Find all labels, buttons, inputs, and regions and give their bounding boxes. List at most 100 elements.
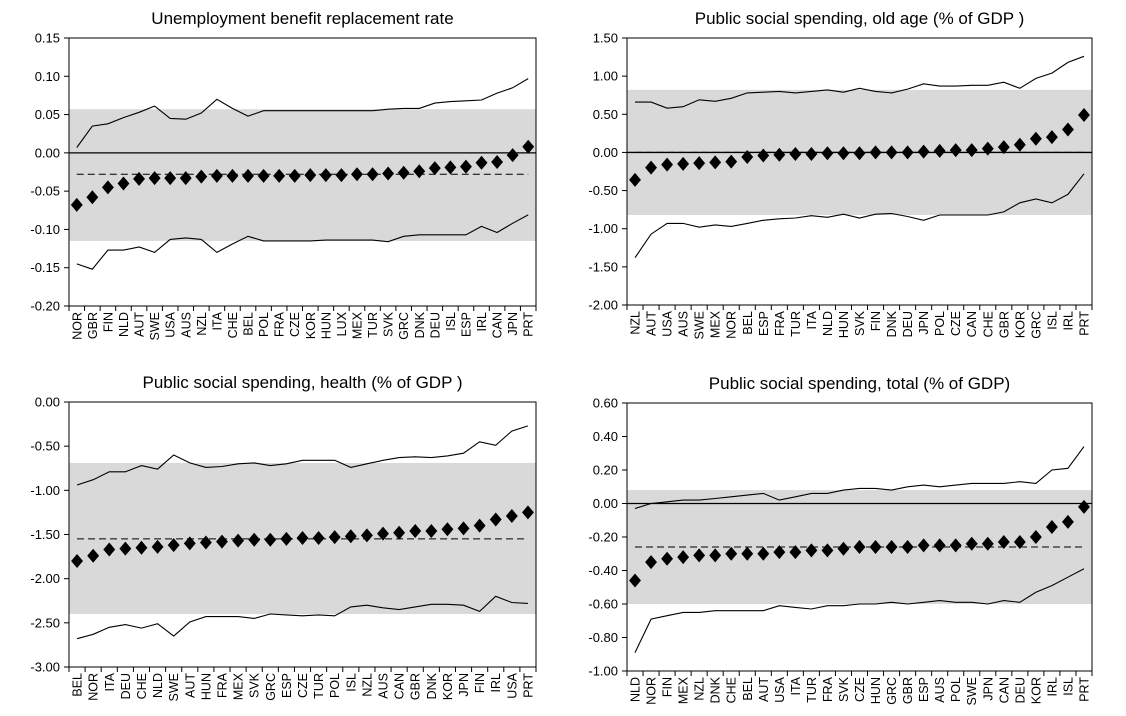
chart-title: Public social spending, health (% of GDP… — [142, 373, 462, 392]
data-point-cze — [288, 168, 301, 183]
x-category-label: SWE — [148, 312, 162, 340]
x-category-label: IRL — [489, 673, 503, 693]
x-category-label: SWE — [693, 311, 707, 339]
x-category-label: GRC — [885, 677, 899, 705]
data-point-isl — [344, 529, 357, 544]
data-point-aut — [757, 546, 770, 561]
x-category-label: HUN — [869, 677, 883, 704]
x-category-label: NLD — [117, 312, 131, 337]
data-point-pol — [328, 530, 341, 545]
x-category-label: POL — [257, 312, 271, 337]
chart-title: Public social spending, total (% of GDP) — [709, 374, 1010, 393]
x-category-label: ITA — [103, 672, 117, 691]
data-point-nld — [629, 573, 641, 588]
data-point-bel — [242, 168, 254, 183]
data-point-kor — [1029, 530, 1042, 544]
x-category-label: ESP — [459, 312, 473, 337]
data-point-usa — [164, 171, 177, 186]
x-category-label: ITA — [789, 676, 803, 695]
data-point-hun — [199, 535, 212, 550]
data-point-hun — [837, 146, 850, 161]
data-point-kor — [304, 168, 317, 183]
plot-frame — [626, 37, 1093, 306]
x-category-label: KOR — [1013, 311, 1027, 338]
x-category-label: FIN — [473, 673, 487, 693]
x-category-label: AUT — [183, 673, 197, 698]
x-category-label: PRT — [1077, 677, 1091, 702]
data-point-isl — [1061, 514, 1074, 529]
data-point-deu — [1013, 535, 1026, 550]
y-tick-label: -1.50 — [30, 527, 60, 542]
x-category-label: CHE — [725, 677, 739, 703]
y-tick-label: 0.20 — [593, 463, 618, 478]
x-category-label: NZL — [693, 677, 707, 701]
data-point-jpn — [457, 521, 470, 536]
x-category-label: DEU — [119, 673, 133, 699]
data-point-che — [981, 141, 994, 156]
lower-bound-line — [634, 173, 1085, 259]
data-point-pol — [257, 168, 270, 183]
data-point-gbr — [86, 190, 99, 205]
x-category-label: DNK — [425, 672, 439, 699]
data-point-kor — [1013, 137, 1026, 152]
x-category-label: CAN — [393, 673, 407, 699]
y-tick-label: -1.00 — [588, 221, 618, 236]
x-category-label: USA — [164, 311, 178, 337]
data-point-nzl — [629, 172, 641, 187]
x-category-label: AUT — [133, 312, 147, 337]
x-category-label: LUX — [335, 311, 349, 336]
x-category-label: KOR — [1029, 677, 1043, 704]
data-point-bel — [741, 150, 754, 165]
data-point-fra — [773, 147, 786, 162]
data-point-aut — [133, 171, 145, 186]
data-point-svk — [382, 166, 395, 181]
x-category-label: CZE — [853, 677, 867, 702]
x-category-label: DEU — [428, 312, 442, 338]
x-category-label: NZL — [629, 311, 643, 335]
x-category-label: USA — [773, 676, 787, 702]
lower-bound-line — [634, 568, 1085, 653]
data-point-kor — [441, 522, 454, 537]
data-point-nor — [70, 197, 83, 212]
x-category-label: ITA — [210, 311, 224, 330]
data-point-esp — [280, 531, 293, 546]
x-category-label: ESP — [917, 677, 931, 702]
data-point-dnk — [885, 145, 898, 160]
data-point-aus — [677, 156, 690, 171]
x-category-label: CZE — [296, 673, 310, 698]
x-category-label: PRT — [1077, 311, 1091, 336]
y-tick-label: 0.10 — [35, 69, 60, 84]
data-point-cze — [853, 540, 866, 555]
upper-bound-line — [635, 55, 1085, 109]
x-category-label: CHE — [226, 312, 240, 338]
data-point-cze — [296, 531, 309, 546]
data-point-tur — [366, 167, 379, 182]
lower-bound-line — [76, 214, 529, 270]
data-point-svk — [837, 541, 850, 556]
data-point-jpn — [981, 536, 994, 551]
x-category-label: AUT — [645, 311, 659, 336]
data-point-prt — [1078, 499, 1090, 514]
data-point-lux — [335, 168, 348, 183]
x-category-label: BEL — [71, 673, 85, 697]
x-category-label: MEX — [350, 311, 364, 339]
x-category-label: MEX — [709, 310, 723, 338]
y-tick-label: -2.00 — [30, 571, 60, 586]
x-category-label: CAN — [997, 677, 1011, 703]
x-category-label: GBR — [997, 311, 1011, 338]
x-category-label: AUS — [377, 673, 391, 699]
x-category-label: AUT — [757, 677, 771, 702]
data-point-tur — [789, 146, 802, 161]
data-point-svk — [248, 532, 261, 547]
data-point-nld — [117, 176, 130, 191]
shaded-band — [69, 109, 536, 241]
x-category-label: KOR — [304, 312, 318, 339]
x-category-label: KOR — [441, 673, 455, 700]
y-tick-label: -0.40 — [588, 563, 618, 578]
data-point-dnk — [425, 523, 438, 538]
x-category-label: MEX — [677, 676, 691, 704]
x-category-label: SWE — [167, 673, 181, 701]
x-category-label: TUR — [789, 311, 803, 337]
x-category-label: DNK — [413, 311, 427, 338]
